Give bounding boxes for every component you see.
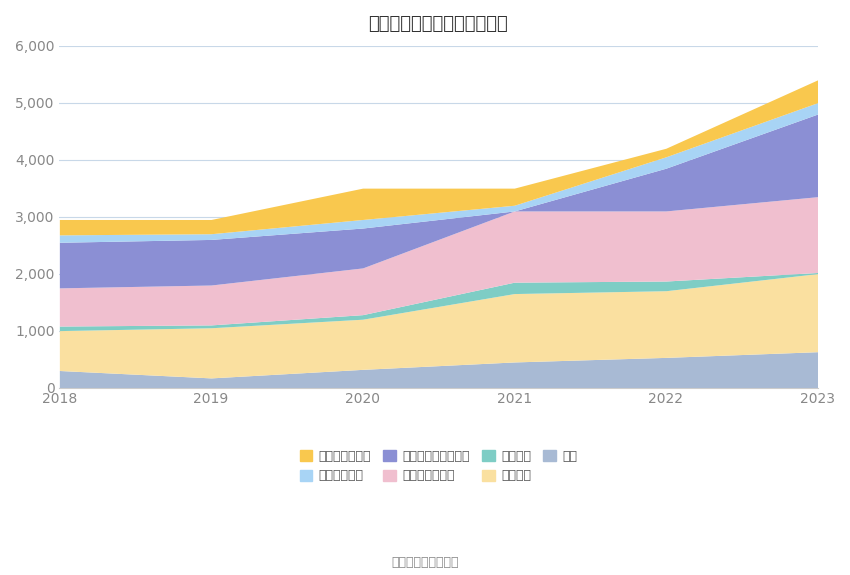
Title: 历年主要负债堆积图（亿元）: 历年主要负债堆积图（亿元） [369,15,508,33]
Text: 数据来源：恒生聚源: 数据来源：恒生聚源 [391,557,459,569]
Legend: 应付短期融资款, 衍生金融负债, 卖出回购金融资产款, 代理买卖证券款, 应付款项, 应付债券, 其它: 应付短期融资款, 衍生金融负债, 卖出回购金融资产款, 代理买卖证券款, 应付款… [295,445,582,488]
